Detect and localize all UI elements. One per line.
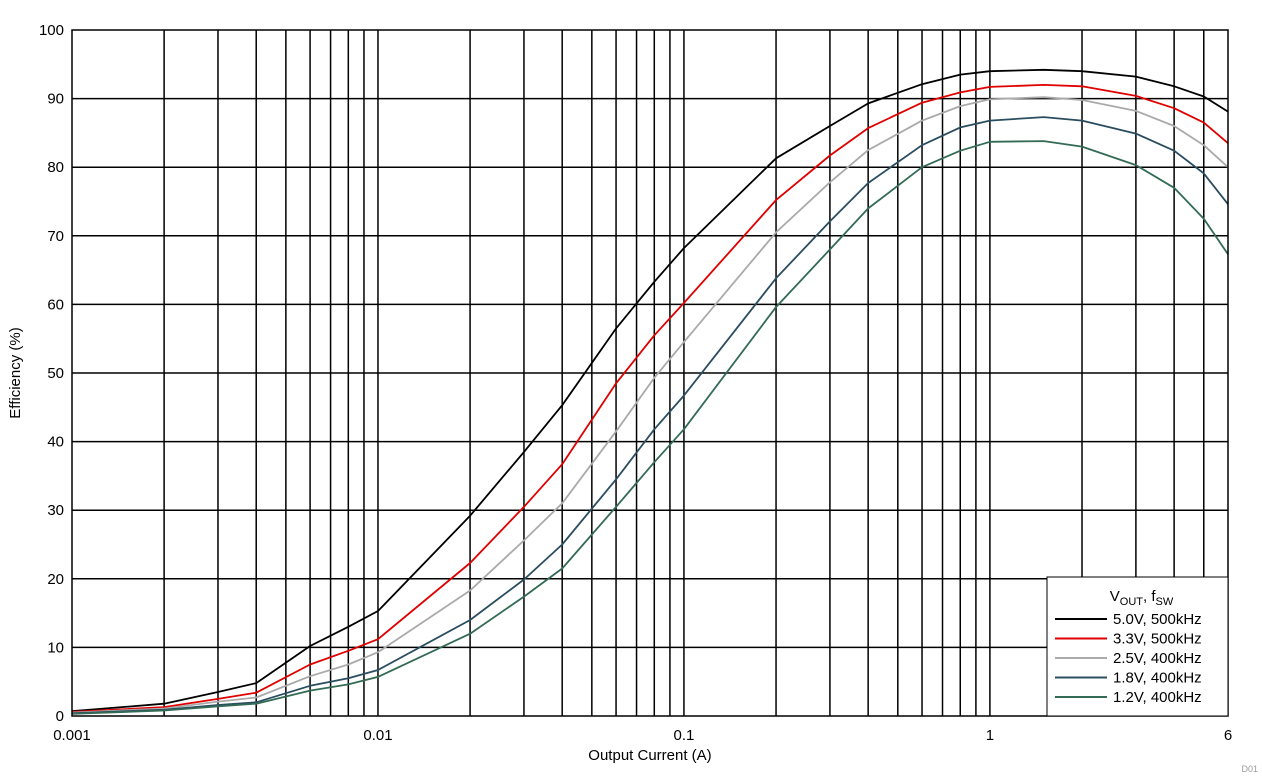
x-tick-label: 0.001 bbox=[53, 727, 91, 744]
y-tick-label: 70 bbox=[47, 228, 64, 245]
y-tick-label: 100 bbox=[39, 22, 64, 39]
legend-label: 1.8V, 400kHz bbox=[1113, 670, 1202, 687]
series-lines bbox=[71, 68, 1229, 715]
x-tick-labels: 0.001 0.01 0.1 1 6 bbox=[53, 727, 1232, 744]
legend-title-sep: , f bbox=[1143, 588, 1156, 605]
plot-frame bbox=[71, 29, 1229, 717]
y-tick-label: 60 bbox=[47, 296, 64, 313]
series-line-1 bbox=[71, 68, 1229, 713]
y-axis-label: Efficiency (%) bbox=[7, 327, 24, 418]
legend-title-main: V bbox=[1110, 588, 1120, 605]
y-tick-label: 80 bbox=[47, 159, 64, 176]
series-line-4 bbox=[71, 116, 1229, 715]
legend-items: 5.0V, 500kHz 3.3V, 500kHz 2.5V, 400kHz 1.8V… bbox=[1055, 611, 1202, 706]
y-tick-label: 0 bbox=[56, 708, 64, 725]
x-tick-label: 6 bbox=[1224, 727, 1232, 744]
legend-box bbox=[1046, 576, 1229, 717]
y-tick-label: 40 bbox=[47, 434, 64, 451]
y-tick-label: 30 bbox=[47, 502, 64, 519]
y-tick-labels: 0 10 20 30 40 50 60 70 80 90 100 bbox=[39, 22, 64, 725]
legend-title-sub2: SW bbox=[1156, 596, 1174, 608]
x-axis-label: Output Current (A) bbox=[588, 747, 711, 764]
legend-label: 3.3V, 500kHz bbox=[1113, 631, 1202, 648]
footnote-code: D01 bbox=[1241, 764, 1258, 774]
x-tick-label: 1 bbox=[986, 727, 994, 744]
y-tick-label: 20 bbox=[47, 571, 64, 588]
series-line-5 bbox=[71, 140, 1229, 715]
x-tick-label: 0.1 bbox=[674, 727, 695, 744]
y-tick-label: 10 bbox=[47, 639, 64, 656]
legend-title: VOUT, fSW bbox=[1110, 588, 1174, 608]
y-tick-label: 90 bbox=[47, 91, 64, 108]
legend: VOUT, fSW 5.0V, 500kHz 3.3V, 500kHz 2.5V, … bbox=[1046, 576, 1229, 717]
series-line-3 bbox=[71, 96, 1229, 714]
legend-title-sub1: OUT bbox=[1120, 596, 1144, 608]
legend-label: 1.2V, 400kHz bbox=[1113, 689, 1202, 706]
y-tick-label: 50 bbox=[47, 365, 64, 382]
x-tick-label: 0.01 bbox=[363, 727, 392, 744]
series-line-2 bbox=[71, 84, 1229, 713]
legend-label: 5.0V, 500kHz bbox=[1113, 611, 1202, 628]
legend-label: 2.5V, 400kHz bbox=[1113, 650, 1202, 667]
